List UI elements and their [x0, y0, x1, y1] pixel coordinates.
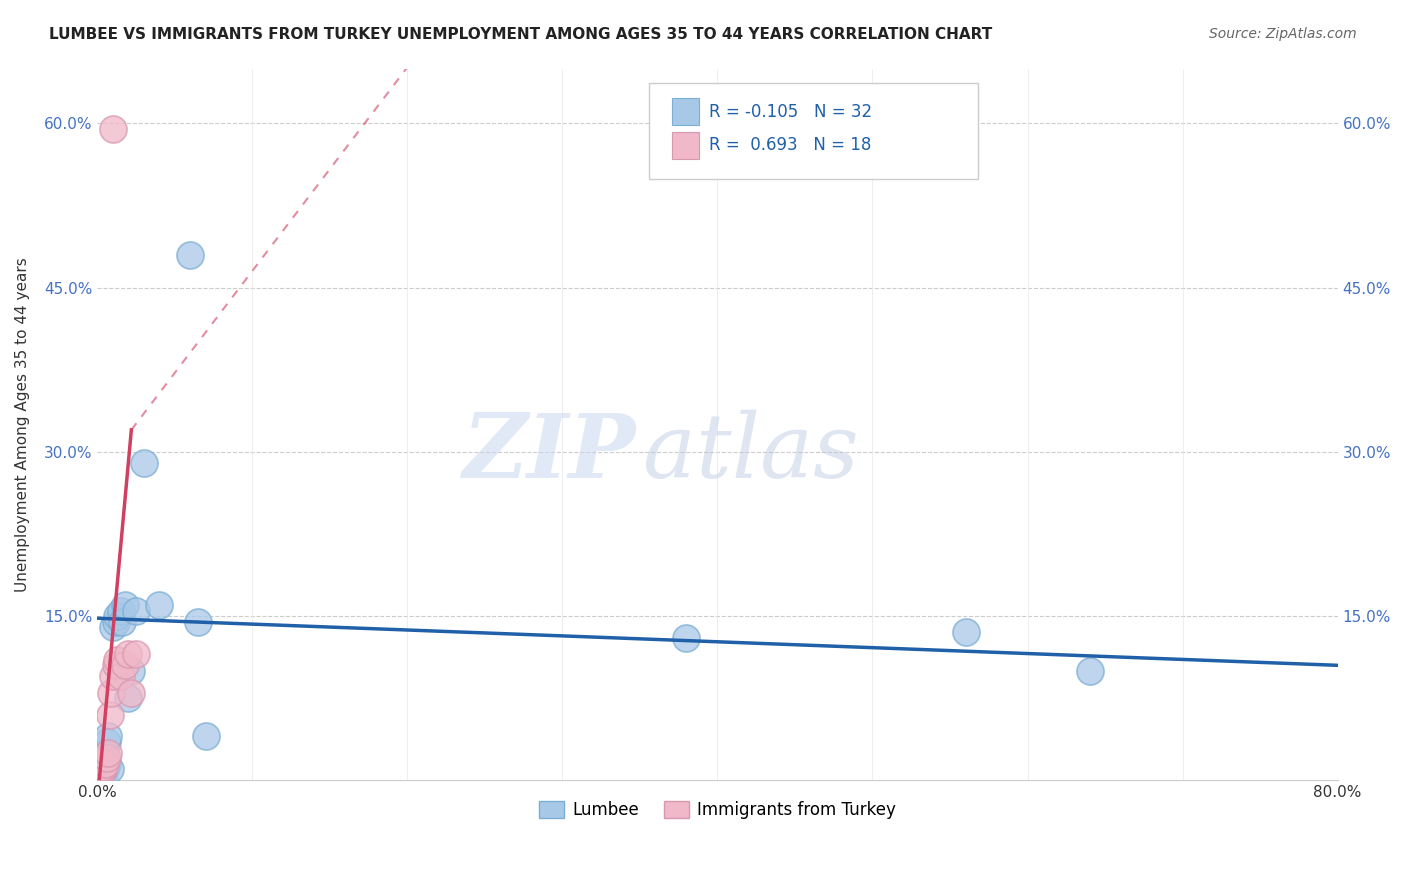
Point — [675, 631, 697, 645]
Text: LUMBEE VS IMMIGRANTS FROM TURKEY UNEMPLOYMENT AMONG AGES 35 TO 44 YEARS CORRELAT: LUMBEE VS IMMIGRANTS FROM TURKEY UNEMPLO… — [49, 27, 993, 42]
Point — [90, 756, 112, 771]
Point — [90, 746, 112, 760]
Point — [98, 762, 121, 776]
Point — [98, 707, 121, 722]
Point — [89, 762, 111, 776]
Point — [107, 653, 129, 667]
Point — [107, 609, 129, 624]
Point — [94, 756, 117, 771]
Y-axis label: Unemployment Among Ages 35 to 44 years: Unemployment Among Ages 35 to 44 years — [15, 257, 30, 591]
Point — [87, 768, 110, 782]
FancyBboxPatch shape — [672, 132, 699, 159]
Point — [97, 730, 120, 744]
Point — [101, 620, 124, 634]
Point — [100, 686, 122, 700]
Point — [94, 762, 117, 776]
Point — [120, 686, 142, 700]
Point — [93, 768, 115, 782]
Point — [110, 603, 132, 617]
Point — [96, 751, 118, 765]
Point — [111, 615, 134, 629]
Text: ZIP: ZIP — [464, 409, 637, 496]
Point — [187, 615, 209, 629]
Point — [96, 735, 118, 749]
Point — [117, 648, 139, 662]
Point — [101, 121, 124, 136]
Point — [104, 615, 127, 629]
Text: Source: ZipAtlas.com: Source: ZipAtlas.com — [1209, 27, 1357, 41]
Point — [179, 248, 201, 262]
Point — [101, 669, 124, 683]
Point — [96, 756, 118, 771]
Point — [125, 648, 148, 662]
Point — [120, 664, 142, 678]
FancyBboxPatch shape — [672, 98, 699, 126]
Point — [90, 764, 112, 779]
Point — [117, 691, 139, 706]
Point — [125, 603, 148, 617]
Point — [89, 768, 111, 782]
Point — [90, 764, 112, 779]
Point — [114, 658, 136, 673]
Point — [93, 762, 115, 776]
Legend: Lumbee, Immigrants from Turkey: Lumbee, Immigrants from Turkey — [531, 794, 903, 825]
Point — [89, 768, 111, 782]
Text: R =  0.693   N = 18: R = 0.693 N = 18 — [709, 136, 872, 154]
Point — [87, 770, 110, 784]
Point — [132, 456, 155, 470]
Point — [955, 625, 977, 640]
Point — [97, 746, 120, 760]
FancyBboxPatch shape — [650, 83, 979, 178]
Text: atlas: atlas — [643, 409, 859, 496]
Point — [148, 598, 170, 612]
Point — [194, 730, 217, 744]
Point — [1078, 664, 1101, 678]
Point — [104, 658, 127, 673]
Point — [93, 762, 115, 776]
Point — [110, 669, 132, 683]
Point — [94, 746, 117, 760]
Point — [93, 756, 115, 771]
Point — [114, 598, 136, 612]
Point — [93, 760, 115, 774]
Text: R = -0.105   N = 32: R = -0.105 N = 32 — [709, 103, 872, 121]
